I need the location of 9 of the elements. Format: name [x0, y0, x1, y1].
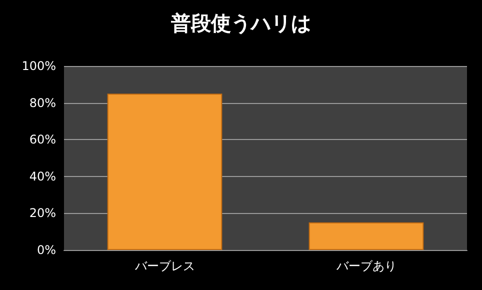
- x-tick-label: バーブレス: [134, 259, 195, 273]
- y-tick-label: 80%: [29, 96, 56, 110]
- y-tick-label: 60%: [29, 132, 56, 147]
- x-tick-label: バーブあり: [335, 259, 396, 273]
- chart-title: 普段使うハリは: [170, 11, 311, 35]
- y-tick-label: 100%: [22, 59, 56, 73]
- y-tick-label: 40%: [29, 169, 56, 184]
- y-tick-label: 0%: [36, 243, 56, 257]
- y-tick-label: 20%: [29, 206, 56, 220]
